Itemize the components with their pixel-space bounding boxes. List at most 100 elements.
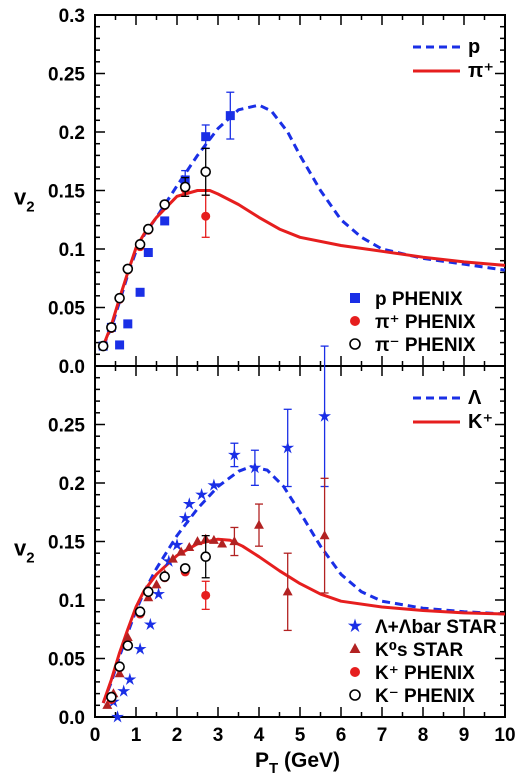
y-tick-label: 0.1 (59, 591, 86, 612)
legend-marker-swatch (349, 643, 361, 653)
y-tick-label: 0.2 (59, 474, 85, 495)
x-tick-label: 10 (494, 725, 515, 746)
data-point (162, 554, 176, 567)
y-tick-label: 0.25 (48, 65, 85, 86)
data-point (134, 606, 146, 618)
data-point (179, 181, 191, 193)
data-point (178, 511, 192, 524)
data-point (123, 672, 137, 686)
data-point (111, 710, 124, 723)
legend-marker-label: K⁺ PHENIX (375, 663, 475, 684)
legend-marker-label: π⁻ PHENIX (375, 335, 476, 356)
y-axis-label-sub: 2 (26, 550, 34, 567)
y-tick-label: 0.15 (48, 182, 85, 203)
x-tick-label: 0 (90, 725, 101, 746)
legend-marker-label: Λ+Λbar STAR (375, 617, 497, 638)
panel-2: 0.0 0.05 0.1 0.15 0.2 0.25 0 1 2 3 4 5 6 7 8 9 10 v2 PT (G… (14, 345, 516, 777)
y-tick-label: 0.0 (59, 708, 85, 729)
data-point (159, 571, 170, 582)
curve-1 (101, 465, 506, 704)
data-point (201, 132, 211, 142)
legend-marker-swatch (347, 618, 363, 633)
curve-1 (101, 103, 506, 347)
x-tick-label: 4 (254, 725, 265, 746)
legend-line-label: Λ (468, 387, 482, 409)
data-point (319, 530, 330, 540)
data-point (135, 287, 145, 297)
data-point (229, 536, 240, 546)
x-tick-label: 2 (172, 725, 183, 746)
x-tick-label: 1 (131, 725, 142, 746)
legend-marker-swatch (350, 293, 360, 303)
data-point (122, 263, 134, 275)
data-point (133, 642, 147, 655)
y-tick-label: 0.15 (48, 533, 85, 554)
data-point (201, 590, 211, 600)
legend-marker-label: K⁰s STAR (375, 640, 463, 661)
data-point (143, 223, 154, 235)
y-axis-label: v2 (14, 536, 35, 567)
y-tick-label: 0.05 (48, 299, 85, 320)
series-3 (97, 147, 211, 352)
x-axis-label-unit: (GeV) (278, 749, 340, 772)
data-point (143, 617, 157, 631)
data-point (192, 536, 203, 546)
data-point (122, 632, 133, 642)
data-point (176, 546, 187, 556)
x-tick-label: 7 (377, 725, 388, 746)
x-tick-label: 3 (213, 725, 224, 746)
data-point (184, 541, 195, 551)
x-axis-label-main: P (255, 749, 269, 772)
data-point (167, 553, 178, 563)
data-point (123, 319, 133, 329)
x-tick-label: 5 (295, 725, 306, 746)
y-tick-label: 0.0 (59, 357, 85, 378)
data-point (207, 478, 221, 491)
y-axis-label-sub: 2 (26, 199, 34, 216)
data-point (114, 668, 125, 678)
y-tick-label: 0.05 (48, 650, 85, 671)
data-point (200, 166, 211, 178)
series-1 (107, 345, 332, 723)
data-point (106, 322, 117, 333)
y-tick-label: 0.3 (59, 6, 85, 27)
data-point (200, 551, 211, 563)
legend-line-label: p (468, 36, 480, 58)
data-point (122, 640, 134, 651)
data-point (152, 587, 165, 600)
data-point (102, 699, 113, 709)
panel-1: 0.0 0.05 0.1 0.15 0.2 0.25 0.3 v2 pπ⁺ p PHENIXπ⁺ … (14, 6, 506, 378)
data-point (282, 586, 293, 596)
data-point (170, 538, 184, 551)
data-point (117, 684, 131, 697)
data-point (97, 340, 109, 352)
data-point (217, 538, 228, 548)
data-point (114, 661, 125, 672)
data-point (227, 448, 241, 461)
x-tick-label: 6 (336, 725, 347, 746)
legend-marker-label: p PHENIX (375, 289, 463, 310)
data-point (159, 199, 170, 210)
data-point (151, 579, 162, 589)
data-point (318, 409, 332, 422)
data-point (254, 519, 264, 529)
x-tick-label: 9 (459, 725, 470, 746)
data-point (208, 534, 219, 544)
legend-marker-swatch (350, 667, 360, 677)
data-point (179, 563, 191, 574)
data-point (281, 441, 295, 454)
legend-line-label: π⁺ (468, 60, 494, 82)
data-point (143, 586, 154, 598)
data-point (143, 248, 153, 258)
data-point (106, 691, 117, 703)
data-point (134, 239, 146, 250)
legend-marker-swatch (350, 316, 360, 326)
data-point (115, 340, 125, 350)
data-point (248, 461, 262, 474)
y-axis-label: v2 (14, 185, 35, 216)
y-tick-label: 0.2 (59, 123, 85, 144)
data-point (182, 497, 196, 510)
series-1 (98, 91, 235, 351)
series-2 (102, 477, 330, 709)
